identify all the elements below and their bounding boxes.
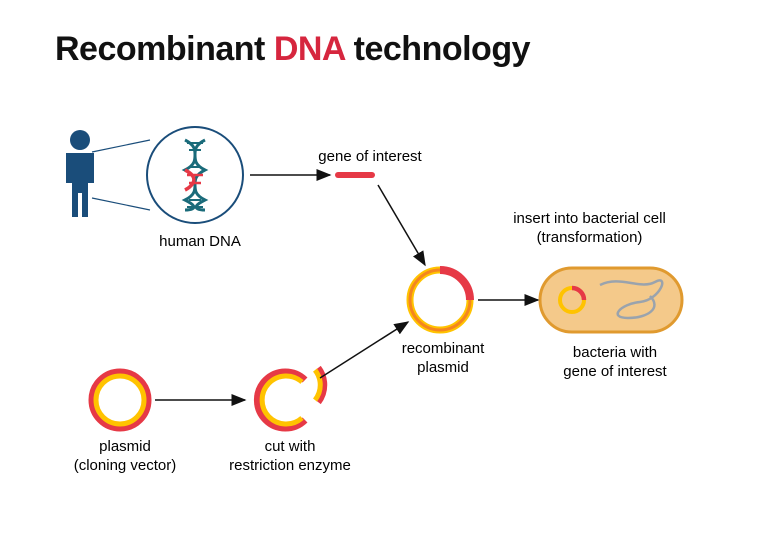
label-text: human DNA — [159, 233, 241, 250]
label-bacteria: bacteria with gene of interest — [560, 344, 670, 382]
label-text: (transformation) — [537, 229, 643, 246]
page-title: Recombinant DNA technology — [55, 30, 530, 69]
plasmid-cut-icon — [257, 368, 323, 428]
recombinant-plasmid-icon — [410, 270, 470, 330]
label-text: (cloning vector) — [74, 457, 177, 474]
title-prefix: Recombinant — [55, 30, 274, 68]
label-text: plasmid — [99, 438, 151, 455]
bacteria-icon — [540, 268, 682, 332]
title-highlight: DNA — [274, 30, 345, 68]
dna-circle-icon — [147, 127, 243, 223]
label-gene-of-interest: gene of interest — [300, 148, 440, 167]
zoom-line-bot — [92, 198, 150, 210]
label-text: recombinant — [402, 340, 485, 357]
label-text: restriction enzyme — [229, 457, 351, 474]
label-text: bacteria with — [573, 344, 657, 361]
title-suffix: technology — [345, 30, 530, 68]
label-text: insert into bacterial cell — [513, 210, 666, 227]
label-text: gene of interest — [563, 363, 666, 380]
label-plasmid: plasmid (cloning vector) — [70, 438, 180, 476]
human-icon — [66, 130, 94, 217]
arrow-gene-to-recomb — [378, 185, 425, 265]
label-recombinant: recombinant plasmid — [393, 340, 493, 378]
plasmid-full-icon — [92, 372, 148, 428]
label-insert: insert into bacterial cell (transformati… — [492, 210, 687, 248]
zoom-line-top — [92, 140, 150, 152]
label-text: gene of interest — [318, 148, 421, 165]
label-text: plasmid — [417, 359, 469, 376]
gene-segment-icon — [335, 172, 375, 178]
label-cut: cut with restriction enzyme — [225, 438, 355, 476]
label-human-dna: human DNA — [155, 233, 245, 252]
label-text: cut with — [265, 438, 316, 455]
